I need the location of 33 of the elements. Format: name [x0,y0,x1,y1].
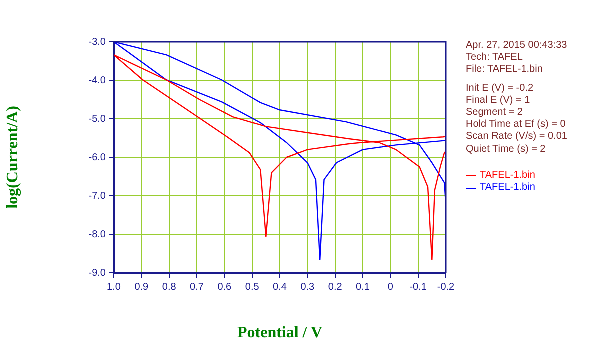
x-tick-label: 0.3 [300,282,316,293]
x-tick-label: 0.8 [162,282,177,293]
x-tick-label: 0.7 [190,282,204,293]
text: Hold Time at Ef (s) = 0 [466,119,567,132]
x-tick-label: 0 [388,282,394,293]
text: Init E (V) = -0.2 [466,82,535,95]
text: File: TAFEL-1.bin [466,64,544,77]
text: Tech: TAFEL [466,52,524,64]
legend-label: TAFEL-1.bin [480,170,536,182]
x-tick-label: 0.5 [245,282,260,293]
x-axis-title: Potential / V [237,324,323,342]
x-tick-label: 0.9 [134,282,150,293]
text: Apr. 27, 2015 00:43:33 [466,40,568,52]
x-tick-label: 0.2 [328,282,343,293]
text: Final E (V) = 1 [466,94,532,108]
y-tick-label: -4.0 [88,75,106,86]
y-tick-label: -8.0 [88,229,106,240]
text: Segment = 2 [466,107,524,120]
y-tick-label: -9.0 [88,268,106,279]
text: Quiet Time (s) = 2 [466,144,547,156]
y-tick-label: -7.0 [88,190,106,202]
y-tick-label: -6.0 [88,152,106,164]
x-tick-label: 1.0 [107,282,122,293]
x-tick-label: -0.2 [437,282,456,293]
y-tick-label: -5.0 [88,114,106,125]
y-axis-title: log(Current/A) [4,106,22,209]
text: Scan Rate (V/s) = 0.01 [466,131,568,144]
x-tick-label: 0.4 [273,282,288,293]
x-tick-label: 0.1 [356,282,370,293]
x-tick-label: -0.1 [410,282,428,293]
y-tick-label: -3.0 [88,36,106,48]
x-tick-label: 0.6 [218,282,232,293]
legend-label: TAFEL-1.bin [480,182,536,194]
